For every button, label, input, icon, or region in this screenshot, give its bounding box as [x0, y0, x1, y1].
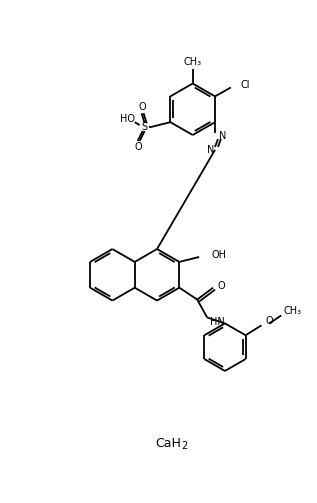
- Text: O: O: [217, 281, 225, 291]
- Text: 2: 2: [181, 441, 187, 451]
- Text: HO: HO: [120, 114, 135, 124]
- Text: S: S: [142, 122, 148, 132]
- Text: N: N: [207, 145, 215, 155]
- Text: Cl: Cl: [241, 80, 250, 91]
- Text: HN: HN: [210, 317, 224, 327]
- Text: CaH: CaH: [155, 437, 181, 450]
- Text: CH₃: CH₃: [184, 57, 202, 67]
- Text: O: O: [139, 102, 146, 112]
- Text: O: O: [266, 316, 273, 326]
- Text: O: O: [135, 142, 142, 152]
- Text: CH₃: CH₃: [283, 306, 301, 316]
- Text: OH: OH: [211, 250, 226, 260]
- Text: N: N: [219, 131, 227, 141]
